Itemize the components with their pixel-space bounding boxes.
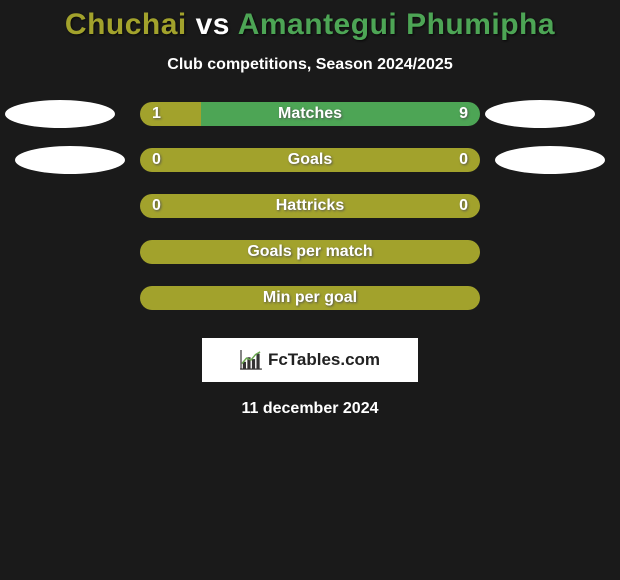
stat-value-right: 0 <box>459 151 468 169</box>
bar-left-fill <box>140 148 480 172</box>
stat-value-left: 0 <box>152 151 161 169</box>
stat-row: Matches19 <box>0 102 620 126</box>
stat-bar: Matches19 <box>140 102 480 126</box>
bar-chart-icon <box>240 350 262 370</box>
player1-name: Chuchai <box>65 8 187 41</box>
stat-value-right: 9 <box>459 105 468 123</box>
stat-value-left: 1 <box>152 105 161 123</box>
bar-left-fill <box>140 240 480 264</box>
player1-badge <box>5 100 115 128</box>
bar-left-fill <box>140 286 480 310</box>
logo-box: FcTables.com <box>202 338 418 382</box>
stat-row: Hattricks00 <box>0 194 620 218</box>
subtitle: Club competitions, Season 2024/2025 <box>0 56 620 74</box>
player2-name: Amantegui Phumipha <box>238 8 555 41</box>
vs-text: vs <box>196 8 230 41</box>
player1-badge <box>15 146 125 174</box>
comparison-infographic: Chuchai vs Amantegui Phumipha Club compe… <box>0 0 620 418</box>
stat-value-left: 0 <box>152 197 161 215</box>
stat-bar: Goals per match <box>140 240 480 264</box>
stat-row: Goals per match <box>0 240 620 264</box>
page-title: Chuchai vs Amantegui Phumipha <box>0 8 620 42</box>
bar-left-fill <box>140 194 480 218</box>
bar-right-fill <box>201 102 480 126</box>
player2-badge <box>485 100 595 128</box>
stat-bar: Goals00 <box>140 148 480 172</box>
stat-row: Goals00 <box>0 148 620 172</box>
stat-value-right: 0 <box>459 197 468 215</box>
stat-row: Min per goal <box>0 286 620 310</box>
stat-bar: Hattricks00 <box>140 194 480 218</box>
logo-text: FcTables.com <box>268 350 380 370</box>
date: 11 december 2024 <box>0 400 620 418</box>
bar-left-fill <box>140 102 201 126</box>
player2-badge <box>495 146 605 174</box>
stat-bar: Min per goal <box>140 286 480 310</box>
stats-rows: Matches19Goals00Hattricks00Goals per mat… <box>0 102 620 310</box>
